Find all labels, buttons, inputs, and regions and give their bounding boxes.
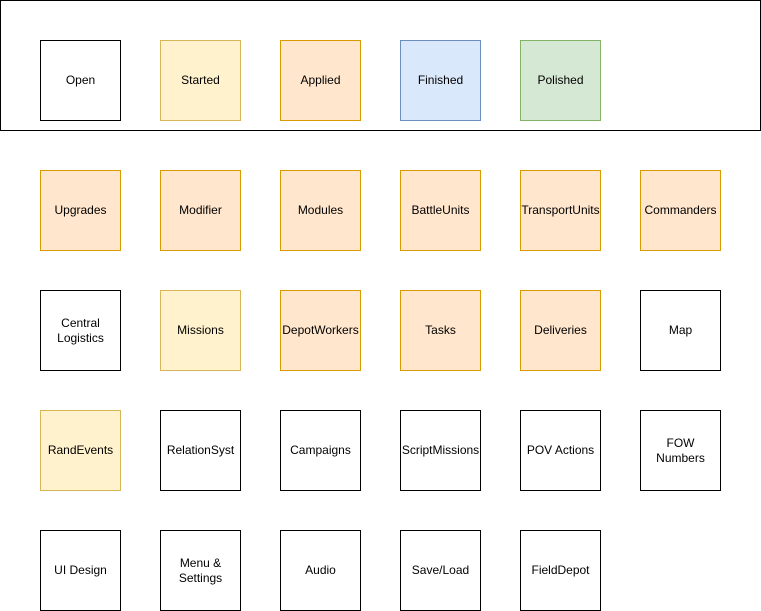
box-label: Commanders (644, 203, 717, 217)
task-box-tasks[interactable]: Tasks (400, 290, 481, 371)
task-box-missions[interactable]: Missions (160, 290, 241, 371)
task-box-battleunits[interactable]: BattleUnits (400, 170, 481, 251)
task-box-audio[interactable]: Audio (280, 530, 361, 611)
box-label: DepotWorkers (282, 323, 359, 337)
task-box-campaigns[interactable]: Campaigns (280, 410, 361, 491)
box-label: Modifier (179, 203, 222, 217)
task-box-map[interactable]: Map (640, 290, 721, 371)
task-box-modules[interactable]: Modules (280, 170, 361, 251)
box-label: POV Actions (526, 443, 595, 457)
box-label: FieldDepot (531, 563, 590, 577)
legend-box-finished[interactable]: Finished (400, 40, 481, 121)
box-label: BattleUnits (411, 203, 470, 217)
box-label: Save/Load (411, 563, 470, 577)
box-label: ScriptMissions (401, 443, 480, 457)
box-label: Tasks (425, 323, 456, 337)
legend-box-polished[interactable]: Polished (520, 40, 601, 121)
box-label: Open (65, 73, 96, 87)
legend-box-started[interactable]: Started (160, 40, 241, 121)
task-box-randevents[interactable]: RandEvents (40, 410, 121, 491)
task-box-fow-numbers[interactable]: FOW Numbers (640, 410, 721, 491)
box-label: Campaigns (290, 443, 351, 457)
box-label: Deliveries (534, 323, 587, 337)
task-box-commanders[interactable]: Commanders (640, 170, 721, 251)
task-box-scriptmissions[interactable]: ScriptMissions (400, 410, 481, 491)
task-box-modifier[interactable]: Modifier (160, 170, 241, 251)
box-label: Audio (305, 563, 336, 577)
box-label: Polished (537, 73, 584, 87)
box-label: Central Logistics (57, 315, 104, 345)
box-label: Started (181, 73, 220, 87)
box-label: Modules (297, 203, 344, 217)
task-box-ui-design[interactable]: UI Design (40, 530, 121, 611)
task-box-menu-settings[interactable]: Menu & Settings (160, 530, 241, 611)
task-box-deliveries[interactable]: Deliveries (520, 290, 601, 371)
legend-box-applied[interactable]: Applied (280, 40, 361, 121)
task-box-fielddepot[interactable]: FieldDepot (520, 530, 601, 611)
task-box-central-logistics[interactable]: Central Logistics (40, 290, 121, 371)
box-label: RelationSyst (166, 443, 235, 457)
box-label: Applied (300, 73, 341, 87)
task-box-save-load[interactable]: Save/Load (400, 530, 481, 611)
task-box-depotworkers[interactable]: DepotWorkers (280, 290, 361, 371)
box-label: UI Design (54, 563, 107, 577)
box-label: Finished (417, 73, 464, 87)
task-box-transportunits[interactable]: TransportUnits (520, 170, 601, 251)
task-box-upgrades[interactable]: Upgrades (40, 170, 121, 251)
box-label: Missions (177, 323, 224, 337)
box-label: TransportUnits (521, 203, 600, 217)
task-box-pov-actions[interactable]: POV Actions (520, 410, 601, 491)
box-label: Upgrades (54, 203, 107, 217)
box-label: Map (668, 323, 693, 337)
box-label: FOW Numbers (656, 435, 705, 465)
box-label: Menu & Settings (178, 555, 223, 585)
box-label: RandEvents (47, 443, 114, 457)
legend-box-open[interactable]: Open (40, 40, 121, 121)
task-box-relationsyst[interactable]: RelationSyst (160, 410, 241, 491)
